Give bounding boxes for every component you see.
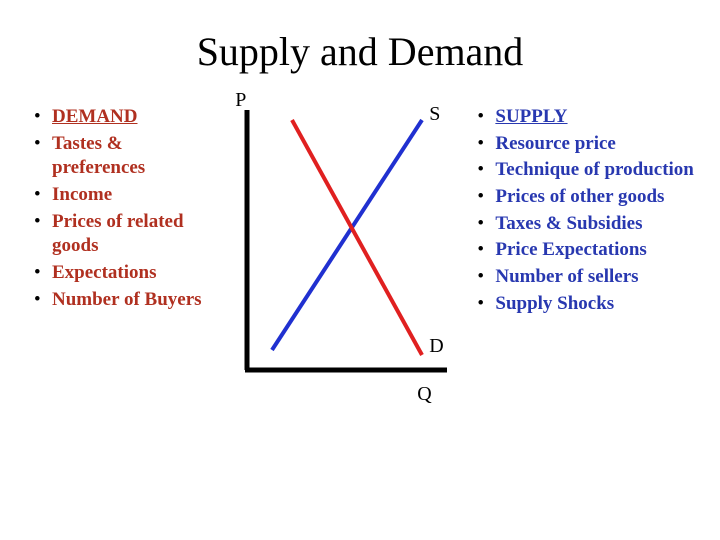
supply-item: Supply Shocks: [473, 292, 700, 317]
supply-list: SUPPLY Resource price Technique of produ…: [473, 105, 700, 317]
q-axis-label: Q: [417, 383, 431, 406]
supply-demand-chart: P Q S D: [217, 95, 477, 435]
content-row: DEMAND Tastes & preferences Income Price…: [0, 85, 720, 525]
supply-heading: SUPPLY: [473, 105, 700, 130]
demand-item: Number of Buyers: [30, 288, 217, 313]
demand-heading: DEMAND: [30, 105, 217, 130]
demand-column: DEMAND Tastes & preferences Income Price…: [20, 85, 217, 525]
supply-item: Prices of other goods: [473, 185, 700, 210]
demand-list: DEMAND Tastes & preferences Income Price…: [30, 105, 217, 313]
supply-item: Price Expectations: [473, 238, 700, 263]
s-line-label: S: [429, 103, 440, 126]
demand-line: [292, 120, 422, 355]
supply-item: Number of sellers: [473, 265, 700, 290]
supply-item: Taxes & Subsidies: [473, 212, 700, 237]
chart-column: P Q S D: [217, 85, 473, 525]
demand-item: Expectations: [30, 261, 217, 286]
demand-heading-text: DEMAND: [52, 106, 138, 127]
supply-heading-text: SUPPLY: [495, 106, 567, 127]
d-line-label: D: [429, 335, 443, 358]
chart-svg: [217, 95, 477, 435]
supply-column: SUPPLY Resource price Technique of produ…: [473, 85, 700, 525]
demand-item: Prices of related goods: [30, 210, 217, 259]
demand-item: Income: [30, 183, 217, 208]
p-axis-label: P: [235, 89, 246, 112]
demand-item: Tastes & preferences: [30, 132, 217, 181]
supply-item: Resource price: [473, 132, 700, 157]
page-title: Supply and Demand: [0, 0, 720, 85]
supply-item: Technique of production: [473, 158, 700, 183]
